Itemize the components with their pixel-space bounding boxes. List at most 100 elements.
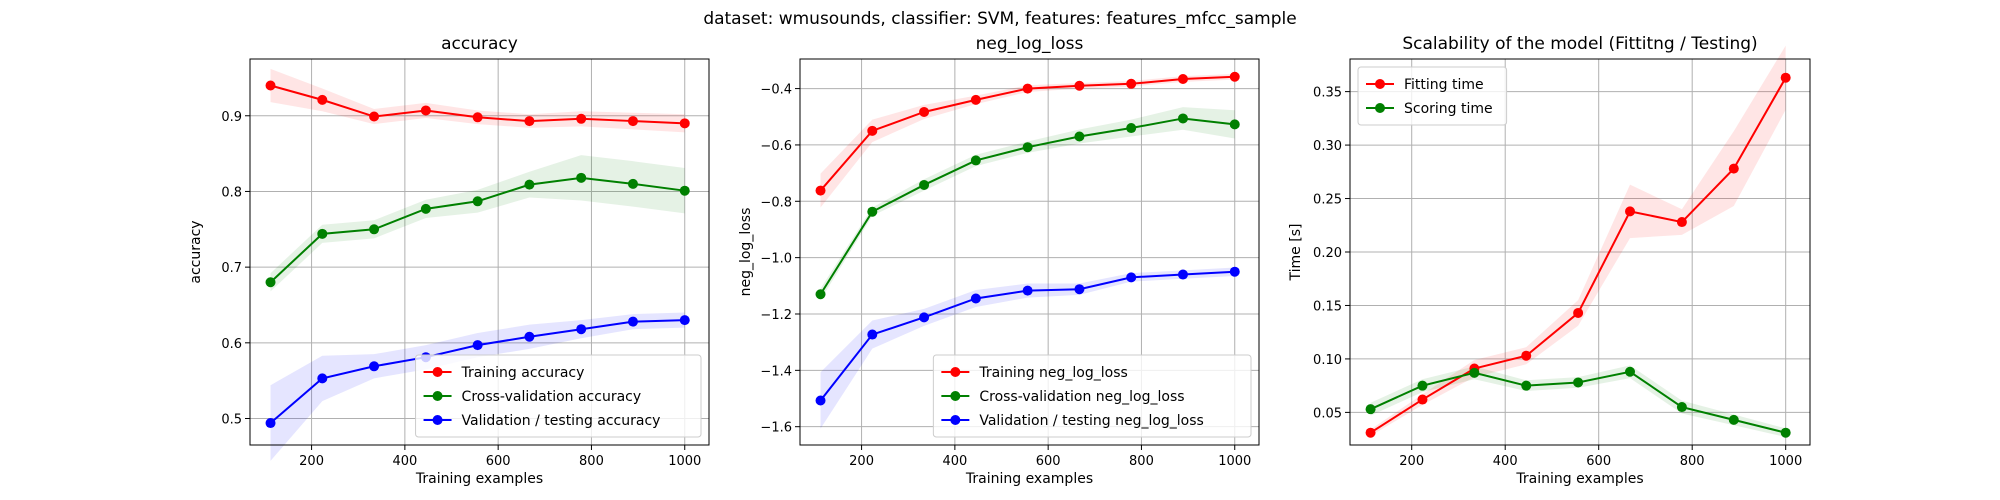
series-1-point	[1022, 142, 1033, 153]
x-tick-label: 200	[849, 454, 874, 469]
series-1-point	[1625, 366, 1636, 377]
series-1-point	[369, 224, 380, 235]
x-axis-label: Training examples	[965, 471, 1093, 487]
legend: Training neg_log_loss Cross-validation ne…	[932, 354, 1252, 438]
series-0-point	[815, 185, 826, 196]
series-0-band	[820, 73, 1235, 208]
series-2-point	[1022, 285, 1033, 296]
series-0-point	[1177, 74, 1188, 85]
series-1-point	[815, 289, 826, 300]
x-tick-label: 200	[1399, 454, 1424, 469]
y-tick-label: 0.7	[221, 261, 242, 276]
series-1-point	[576, 172, 587, 183]
y-tick-label: −1.2	[760, 308, 792, 323]
legend-entry: Cross-validation accuracy	[462, 389, 642, 405]
chart-title: Scalability of the model (Fittitng / Tes…	[1402, 34, 1757, 54]
series-1-point	[1521, 380, 1532, 391]
series-2-point	[815, 395, 826, 406]
series-1-point	[1126, 123, 1137, 134]
series-1-point	[1728, 414, 1739, 425]
series-0-point	[472, 112, 483, 123]
chart-2: 200 400 600 800 1000 0.05 0.10 0.15 0.20 0.25 0.30…	[1288, 34, 1811, 487]
plot-frame	[799, 58, 1260, 446]
chart-1: 200 400 600 800 1000 −1.6 −1.4 −1.2 −1.0 −0.8 −0.6…	[738, 34, 1260, 487]
series-1-point	[1676, 402, 1687, 413]
legend-marker	[950, 367, 961, 377]
y-tick-label: 0.20	[1313, 246, 1342, 261]
x-tick-label: 1000	[1218, 454, 1251, 469]
series-2-point	[317, 373, 328, 384]
series-1-point	[1229, 119, 1240, 130]
x-tick-label: 1000	[1769, 454, 1802, 469]
series-0-point	[867, 125, 878, 136]
x-tick-label: 600	[486, 454, 511, 469]
y-tick-label: 0.15	[1313, 299, 1342, 314]
series-0-point	[1676, 217, 1687, 228]
chart-title: neg_log_loss	[976, 34, 1084, 54]
legend-box	[1357, 66, 1508, 126]
series-1-point	[1074, 131, 1085, 142]
series-0-point	[1521, 350, 1532, 361]
x-tick-label: 800	[579, 454, 604, 469]
series-1-point	[1573, 377, 1584, 388]
series-0-point	[1625, 206, 1636, 217]
y-tick-label: 0.35	[1313, 86, 1342, 101]
x-tick-label: 400	[392, 454, 417, 469]
series-1-point	[1469, 367, 1480, 378]
x-tick-label: 800	[1680, 454, 1705, 469]
legend-entry: Scoring time	[1404, 101, 1493, 117]
series-0-point	[317, 94, 328, 105]
series-2-point	[970, 293, 981, 304]
series-2-point	[265, 418, 276, 429]
x-tick-label: 200	[299, 454, 324, 469]
series-0-point	[1728, 163, 1739, 174]
series-1-point	[970, 155, 981, 166]
x-tick-label: 400	[1493, 454, 1518, 469]
series-1-point	[472, 196, 483, 207]
chart-title: accuracy	[441, 34, 518, 54]
series-1-point	[867, 206, 878, 217]
series-0-point	[1573, 307, 1584, 318]
series-1-band	[270, 155, 685, 292]
series-1-point	[265, 277, 276, 288]
series-2-point	[524, 331, 535, 342]
series-0-point	[1074, 80, 1085, 91]
legend-marker	[1375, 103, 1385, 113]
series-2-point	[1126, 272, 1137, 283]
legend-entry: Validation / testing accuracy	[462, 413, 661, 429]
y-tick-label: 0.8	[221, 185, 242, 200]
series-1-point	[627, 178, 638, 189]
y-tick-label: 0.6	[221, 337, 242, 352]
y-tick-label: 0.05	[1313, 406, 1342, 421]
series-2-point	[576, 324, 587, 335]
x-tick-label: 600	[1036, 454, 1061, 469]
series-1-point	[317, 228, 328, 239]
legend-marker	[432, 367, 443, 377]
y-tick-label: −1.0	[760, 252, 792, 267]
chart-0: 200 400 600 800 1000 0.5 0.6 0.7 0.8 0.9 accuracy T…	[188, 34, 710, 487]
legend-entry: Fitting time	[1404, 77, 1484, 93]
legend-marker	[950, 391, 961, 401]
series-0-point	[576, 113, 587, 124]
legend-box	[415, 354, 702, 438]
series-1-point	[1177, 113, 1188, 124]
series-1-point	[420, 203, 431, 214]
legend-entry: Training neg_log_loss	[978, 365, 1127, 381]
legend-marker	[950, 415, 961, 425]
series-1-point	[1417, 380, 1428, 391]
x-axis-label: Training examples	[1515, 471, 1643, 487]
legend-box	[932, 354, 1252, 438]
x-tick-label: 800	[1129, 454, 1154, 469]
legend-marker	[432, 391, 443, 401]
series-0-point	[627, 116, 638, 127]
legend-entry: Training accuracy	[461, 365, 585, 381]
y-tick-label: 0.9	[221, 110, 242, 125]
series-0-point	[265, 80, 276, 91]
y-axis-label: neg_log_loss	[738, 208, 754, 297]
series-1-point	[919, 179, 930, 190]
series-2-point	[1177, 269, 1188, 280]
series-1-point	[679, 185, 690, 196]
y-tick-label: −1.4	[760, 364, 792, 379]
series-2-point	[369, 361, 380, 372]
y-tick-label: 0.25	[1313, 193, 1342, 208]
